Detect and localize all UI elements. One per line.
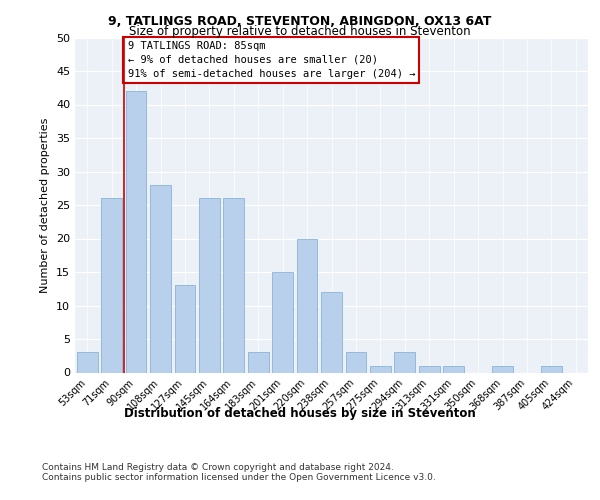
Bar (346, 352, 367, 372)
Bar (541, 366, 562, 372)
Text: Distribution of detached houses by size in Steventon: Distribution of detached houses by size … (124, 408, 476, 420)
Bar (101, 198, 122, 372)
Bar (492, 366, 513, 372)
Bar (248, 352, 269, 372)
Bar (199, 198, 220, 372)
Text: 9, TATLINGS ROAD, STEVENTON, ABINGDON, OX13 6AT: 9, TATLINGS ROAD, STEVENTON, ABINGDON, O… (109, 15, 491, 28)
Bar (443, 366, 464, 372)
Text: 9 TATLINGS ROAD: 85sqm
← 9% of detached houses are smaller (20)
91% of semi-deta: 9 TATLINGS ROAD: 85sqm ← 9% of detached … (128, 41, 415, 79)
Bar (150, 185, 171, 372)
Bar (77, 352, 98, 372)
Bar (370, 366, 391, 372)
Bar (419, 366, 440, 372)
Text: Size of property relative to detached houses in Steventon: Size of property relative to detached ho… (129, 25, 471, 38)
Text: Contains public sector information licensed under the Open Government Licence v3: Contains public sector information licen… (42, 472, 436, 482)
Bar (296, 238, 317, 372)
Bar (394, 352, 415, 372)
Bar (223, 198, 244, 372)
Text: Contains HM Land Registry data © Crown copyright and database right 2024.: Contains HM Land Registry data © Crown c… (42, 462, 394, 471)
Bar (125, 91, 146, 372)
Bar (272, 272, 293, 372)
Y-axis label: Number of detached properties: Number of detached properties (40, 118, 50, 292)
Bar (321, 292, 342, 372)
Bar (175, 286, 196, 372)
